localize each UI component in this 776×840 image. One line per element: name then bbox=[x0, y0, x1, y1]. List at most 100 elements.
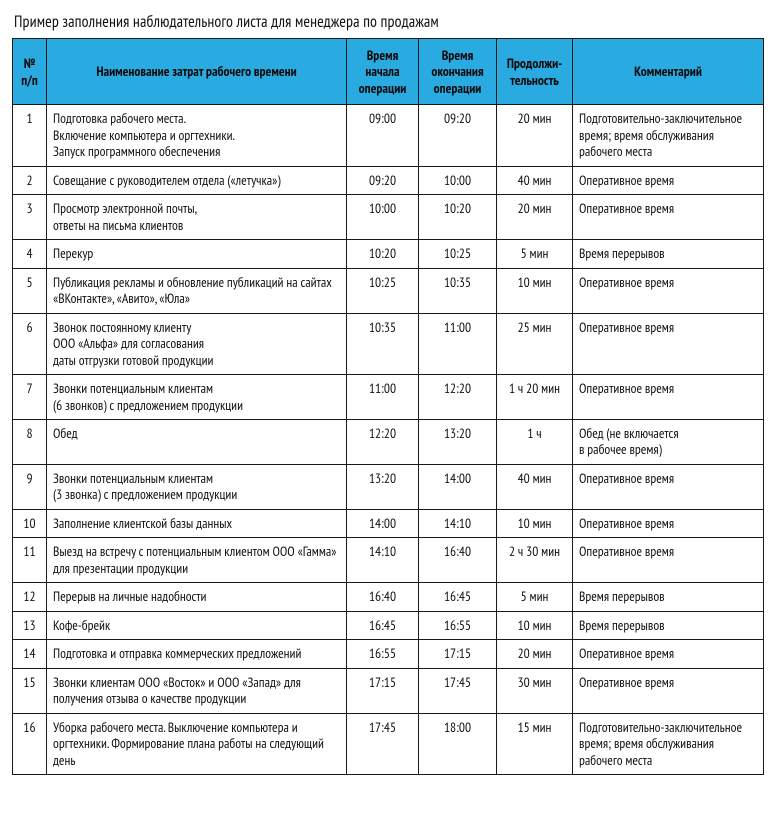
cell-comm: Подготовительно-заключительное время; вр… bbox=[573, 105, 764, 166]
cell-task: Уборка рабочего места. Выключение компью… bbox=[47, 713, 347, 774]
col-header-num: №п/п bbox=[13, 39, 47, 105]
cell-task: Подготовка рабочего места.Включение комп… bbox=[47, 105, 347, 166]
cell-dur: 2 ч 30 мин bbox=[497, 538, 573, 583]
cell-dur: 10 мин bbox=[497, 509, 573, 537]
cell-end: 13:20 bbox=[419, 419, 497, 464]
cell-start: 10:25 bbox=[347, 268, 419, 313]
cell-start: 17:15 bbox=[347, 668, 419, 713]
table-row: 13Кофе-брейк16:4516:5510 минВремя переры… bbox=[13, 611, 764, 639]
cell-task: Перекур bbox=[47, 240, 347, 268]
cell-dur: 30 мин bbox=[497, 668, 573, 713]
cell-dur: 1 ч 20 мин bbox=[497, 375, 573, 420]
table-row: 4Перекур10:2010:255 минВремя перерывов bbox=[13, 240, 764, 268]
cell-num: 13 bbox=[13, 611, 47, 639]
cell-comm: Оперативное время bbox=[573, 375, 764, 420]
cell-dur: 5 мин bbox=[497, 240, 573, 268]
cell-task: Звонки потенциальным клиентам(3 звонка) … bbox=[47, 464, 347, 509]
table-row: 14Подготовка и отправка коммерческих пре… bbox=[13, 640, 764, 668]
cell-num: 11 bbox=[13, 538, 47, 583]
cell-end: 10:00 bbox=[419, 166, 497, 194]
cell-end: 17:45 bbox=[419, 668, 497, 713]
cell-num: 14 bbox=[13, 640, 47, 668]
cell-num: 7 bbox=[13, 375, 47, 420]
cell-end: 10:25 bbox=[419, 240, 497, 268]
cell-end: 18:00 bbox=[419, 713, 497, 774]
cell-start: 16:40 bbox=[347, 583, 419, 611]
cell-start: 14:10 bbox=[347, 538, 419, 583]
cell-comm: Оперативное время bbox=[573, 640, 764, 668]
table-row: 16Уборка рабочего места. Выключение комп… bbox=[13, 713, 764, 774]
observation-table: №п/п Наименование затрат рабочего времен… bbox=[12, 38, 764, 775]
table-row: 9Звонки потенциальным клиентам(3 звонка)… bbox=[13, 464, 764, 509]
cell-comm: Время перерывов bbox=[573, 240, 764, 268]
table-row: 10Заполнение клиентской базы данных14:00… bbox=[13, 509, 764, 537]
table-body: 1Подготовка рабочего места.Включение ком… bbox=[13, 105, 764, 775]
cell-task: Обед bbox=[47, 419, 347, 464]
cell-start: 14:00 bbox=[347, 509, 419, 537]
cell-end: 11:00 bbox=[419, 313, 497, 374]
cell-num: 12 bbox=[13, 583, 47, 611]
cell-num: 3 bbox=[13, 195, 47, 240]
cell-num: 4 bbox=[13, 240, 47, 268]
cell-comm: Оперативное время bbox=[573, 268, 764, 313]
table-row: 1Подготовка рабочего места.Включение ком… bbox=[13, 105, 764, 166]
cell-num: 2 bbox=[13, 166, 47, 194]
cell-end: 14:00 bbox=[419, 464, 497, 509]
cell-start: 12:20 bbox=[347, 419, 419, 464]
table-row: 6Звонок постоянному клиентуООО «Альфа» д… bbox=[13, 313, 764, 374]
cell-dur: 10 мин bbox=[497, 611, 573, 639]
table-row: 5Публикация рекламы и обновление публика… bbox=[13, 268, 764, 313]
cell-dur: 20 мин bbox=[497, 640, 573, 668]
cell-dur: 40 мин bbox=[497, 464, 573, 509]
cell-dur: 40 мин bbox=[497, 166, 573, 194]
cell-task: Просмотр электронной почты,ответы на пис… bbox=[47, 195, 347, 240]
cell-task: Кофе-брейк bbox=[47, 611, 347, 639]
table-row: 11Выезд на встречу с потенциальным клиен… bbox=[13, 538, 764, 583]
cell-dur: 25 мин bbox=[497, 313, 573, 374]
cell-start: 11:00 bbox=[347, 375, 419, 420]
cell-comm: Оперативное время bbox=[573, 166, 764, 194]
cell-start: 17:45 bbox=[347, 713, 419, 774]
cell-comm: Оперативное время bbox=[573, 195, 764, 240]
cell-num: 16 bbox=[13, 713, 47, 774]
cell-dur: 10 мин bbox=[497, 268, 573, 313]
cell-num: 5 bbox=[13, 268, 47, 313]
table-row: 12Перерыв на личные надобности16:4016:45… bbox=[13, 583, 764, 611]
cell-end: 10:35 bbox=[419, 268, 497, 313]
col-header-end: Времяокончанияоперации bbox=[419, 39, 497, 105]
cell-task: Звонки потенциальным клиентам(6 звонков)… bbox=[47, 375, 347, 420]
table-row: 15Звонки клиентам ООО «Восток» и ООО «За… bbox=[13, 668, 764, 713]
cell-end: 16:55 bbox=[419, 611, 497, 639]
cell-num: 6 bbox=[13, 313, 47, 374]
cell-end: 16:40 bbox=[419, 538, 497, 583]
cell-start: 13:20 bbox=[347, 464, 419, 509]
cell-start: 10:35 bbox=[347, 313, 419, 374]
cell-end: 14:10 bbox=[419, 509, 497, 537]
cell-comm: Оперативное время bbox=[573, 509, 764, 537]
cell-comm: Время перерывов bbox=[573, 611, 764, 639]
col-header-start: Времяначалаоперации bbox=[347, 39, 419, 105]
cell-dur: 15 мин bbox=[497, 713, 573, 774]
col-header-task: Наименование затрат рабочего времени bbox=[47, 39, 347, 105]
cell-dur: 5 мин bbox=[497, 583, 573, 611]
cell-comm: Оперативное время bbox=[573, 313, 764, 374]
cell-comm: Оперативное время bbox=[573, 464, 764, 509]
cell-end: 12:20 bbox=[419, 375, 497, 420]
cell-comm: Время перерывов bbox=[573, 583, 764, 611]
cell-start: 10:20 bbox=[347, 240, 419, 268]
cell-dur: 20 мин bbox=[497, 195, 573, 240]
cell-num: 8 bbox=[13, 419, 47, 464]
cell-dur: 20 мин bbox=[497, 105, 573, 166]
cell-start: 16:55 bbox=[347, 640, 419, 668]
cell-task: Выезд на встречу с потенциальным клиенто… bbox=[47, 538, 347, 583]
cell-task: Звонок постоянному клиентуООО «Альфа» дл… bbox=[47, 313, 347, 374]
cell-num: 10 bbox=[13, 509, 47, 537]
cell-comm: Оперативное время bbox=[573, 538, 764, 583]
cell-task: Перерыв на личные надобности bbox=[47, 583, 347, 611]
table-row: 7Звонки потенциальным клиентам(6 звонков… bbox=[13, 375, 764, 420]
cell-task: Публикация рекламы и обновление публикац… bbox=[47, 268, 347, 313]
page-title: Пример заполнения наблюдательного листа … bbox=[14, 12, 764, 32]
cell-comm: Подготовительно-заключительное время; вр… bbox=[573, 713, 764, 774]
cell-comm: Оперативное время bbox=[573, 668, 764, 713]
cell-num: 15 bbox=[13, 668, 47, 713]
